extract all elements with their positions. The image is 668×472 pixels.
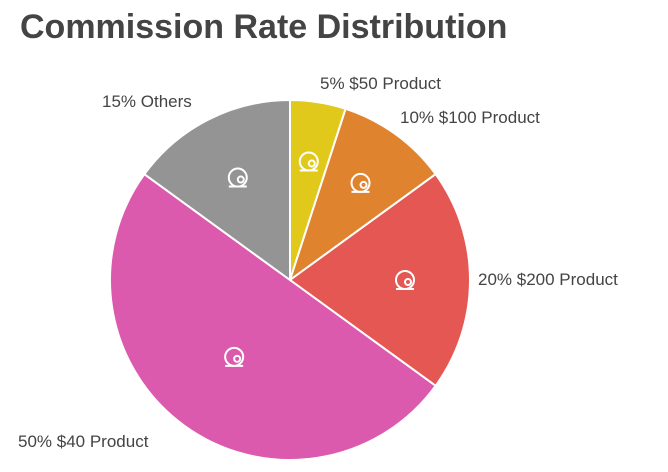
chart-title: Commission Rate Distribution [20, 8, 508, 46]
tape-dispenser-icon [224, 346, 245, 367]
kitchen-scale-icon [350, 172, 371, 193]
slice-label-40-product: 50% $40 Product [18, 432, 149, 451]
slice-label-50-product: 5% $50 Product [320, 74, 441, 93]
slice-label-others: 15% Others [102, 92, 192, 111]
pie-icon [395, 270, 415, 290]
pie-slice [288, 107, 438, 283]
slice-label-200-product: 20% $200 Product [478, 270, 618, 289]
pizza-icon [298, 151, 319, 172]
pie-slice [109, 172, 438, 461]
pie-slice [288, 172, 471, 388]
slice-label-100-product: 10% $100 Product [400, 108, 540, 127]
pie-slice [142, 98, 291, 282]
person-arrows-icon [227, 167, 248, 188]
